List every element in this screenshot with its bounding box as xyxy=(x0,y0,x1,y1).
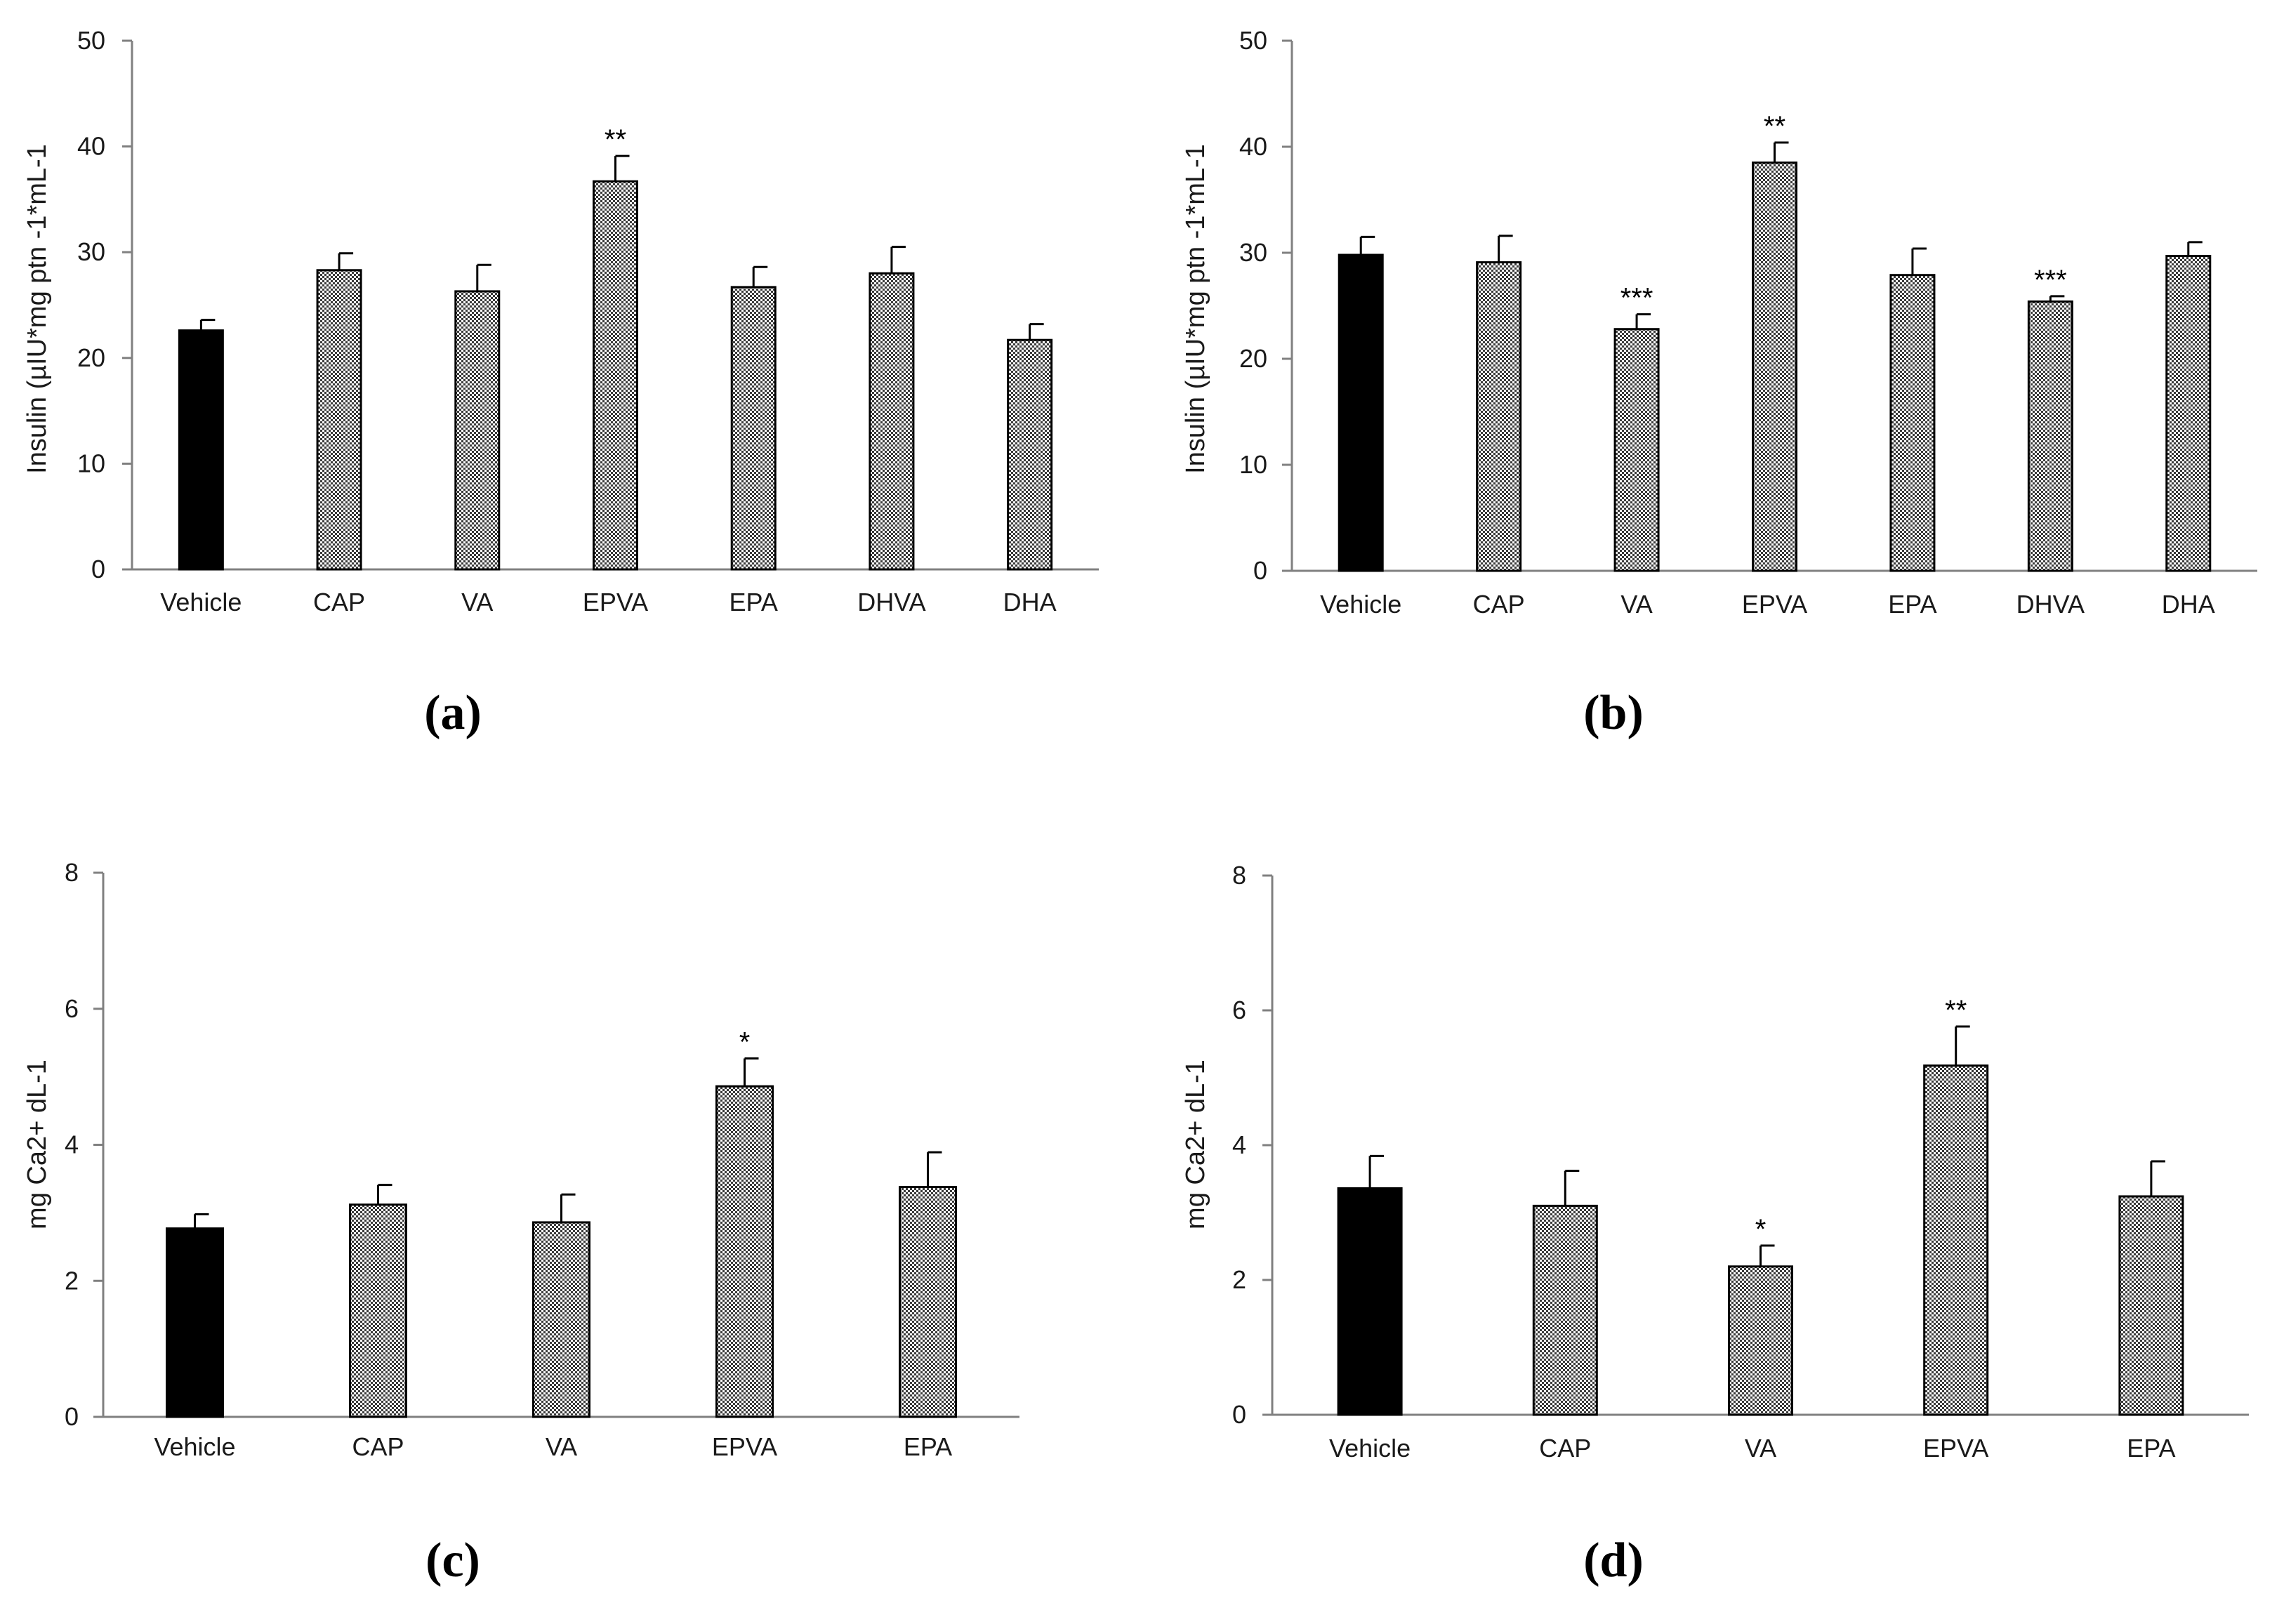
category-label: VA xyxy=(1745,1434,1776,1463)
category-label: CAP xyxy=(1473,590,1525,619)
bar-cap xyxy=(349,1203,407,1418)
category-label: CAP xyxy=(352,1432,404,1461)
category-label: CAP xyxy=(1539,1434,1591,1463)
significance-marker: ** xyxy=(1945,995,1967,1026)
y-tick-label: 0 xyxy=(91,555,105,583)
category-label: EPVA xyxy=(583,588,648,616)
y-tick-label: 0 xyxy=(65,1402,79,1431)
bar-va xyxy=(1728,1265,1793,1416)
y-axis-label: Insulin (µIU*mg ptn -1*mL-1 xyxy=(1181,144,1210,474)
category-label: EPA xyxy=(2127,1434,2175,1463)
category-label: DHA xyxy=(1003,588,1057,616)
bar-epva xyxy=(593,180,638,571)
significance-marker: * xyxy=(1755,1214,1767,1245)
y-axis-label: mg Ca2+ dL-1 xyxy=(22,1059,52,1229)
y-tick-label: 6 xyxy=(1232,996,1246,1024)
category-label: DHA xyxy=(2162,590,2215,619)
panel-label: (a) xyxy=(424,686,482,740)
chart-panel-0: 0 10 20 30 40 50 Insulin (µIU*mg ptn -1*mL-1 Ve… xyxy=(22,26,1099,740)
y-tick-label: 50 xyxy=(77,26,105,55)
bar-cap xyxy=(1532,1204,1598,1416)
y-tick-label: 30 xyxy=(1239,238,1267,267)
bar-cap xyxy=(1476,261,1522,572)
bar-epva xyxy=(1923,1064,1989,1416)
category-label: Vehicle xyxy=(1320,590,1401,619)
y-tick-label: 10 xyxy=(77,449,105,477)
y-tick-label: 0 xyxy=(1232,1400,1246,1429)
bar-vehicle xyxy=(178,329,224,571)
bar-vehicle xyxy=(1337,1187,1403,1416)
bar-epa xyxy=(899,1186,957,1418)
bar-dha xyxy=(2165,255,2212,572)
bar-dha xyxy=(1007,338,1053,571)
category-label: Vehicle xyxy=(1329,1434,1411,1463)
y-tick-label: 4 xyxy=(1232,1130,1246,1159)
y-tick-label: 8 xyxy=(1232,861,1246,890)
y-tick-label: 2 xyxy=(1232,1265,1246,1294)
y-tick-label: 40 xyxy=(77,132,105,161)
significance-marker: * xyxy=(739,1026,751,1057)
bar-epa xyxy=(2118,1195,2184,1416)
panel-label: (c) xyxy=(425,1533,480,1587)
category-label: EPVA xyxy=(1742,590,1807,619)
significance-marker: *** xyxy=(1620,283,1653,314)
category-label: Vehicle xyxy=(160,588,242,616)
y-tick-label: 40 xyxy=(1239,132,1267,161)
y-axis-label: mg Ca2+ dL-1 xyxy=(1181,1059,1210,1229)
bar-dhva xyxy=(2027,300,2073,572)
chart-panel-1: 0 10 20 30 40 50 Insulin (µIU*mg ptn -1*mL-1 Ve… xyxy=(1181,26,2257,740)
significance-marker: ** xyxy=(1764,111,1785,142)
significance-marker: ** xyxy=(605,124,626,155)
chart-panel-2: 0 2 4 6 8 mg Ca2+ dL-1 Vehicle CAP VA * EPVA EPA (c) xyxy=(22,858,1019,1587)
category-label: CAP xyxy=(313,588,365,616)
category-label: VA xyxy=(1620,590,1652,619)
bar-epa xyxy=(730,286,777,571)
category-label: EPVA xyxy=(1923,1434,1988,1463)
y-tick-label: 20 xyxy=(1239,344,1267,373)
category-label: VA xyxy=(546,1432,577,1461)
category-label: Vehicle xyxy=(154,1432,235,1461)
category-label: VA xyxy=(461,588,493,616)
chart-panel-3: 0 2 4 6 8 mg Ca2+ dL-1 Vehicle CAP * VA ** EPVA EPA (… xyxy=(1181,861,2249,1587)
bar-va xyxy=(454,290,501,571)
bar-dhva xyxy=(869,272,915,571)
panel-label: (d) xyxy=(1583,1533,1644,1587)
bar-vehicle xyxy=(1338,253,1384,572)
category-label: EPA xyxy=(904,1432,952,1461)
y-tick-label: 0 xyxy=(1253,556,1267,585)
panel-label: (b) xyxy=(1583,686,1644,740)
y-tick-label: 10 xyxy=(1239,450,1267,479)
category-label: DHVA xyxy=(857,588,925,616)
category-label: EPA xyxy=(729,588,778,616)
bar-epva xyxy=(715,1085,774,1418)
category-label: EPVA xyxy=(712,1432,777,1461)
y-tick-label: 8 xyxy=(65,858,79,887)
y-tick-label: 30 xyxy=(77,237,105,266)
bar-epva xyxy=(1752,161,1797,572)
y-axis-label: Insulin (µIU*mg ptn -1*mL-1 xyxy=(22,144,52,474)
y-tick-label: 20 xyxy=(77,343,105,372)
bar-cap xyxy=(316,269,362,571)
y-tick-label: 4 xyxy=(65,1130,79,1159)
y-tick-label: 6 xyxy=(65,994,79,1023)
bar-epa xyxy=(1889,274,1936,572)
bar-va xyxy=(532,1221,590,1418)
significance-marker: *** xyxy=(2034,265,2067,296)
bar-va xyxy=(1613,328,1660,572)
category-label: DHVA xyxy=(2016,590,2085,619)
y-tick-label: 50 xyxy=(1239,26,1267,55)
y-tick-label: 2 xyxy=(65,1266,79,1295)
category-label: EPA xyxy=(1888,590,1936,619)
bar-vehicle xyxy=(166,1227,224,1418)
